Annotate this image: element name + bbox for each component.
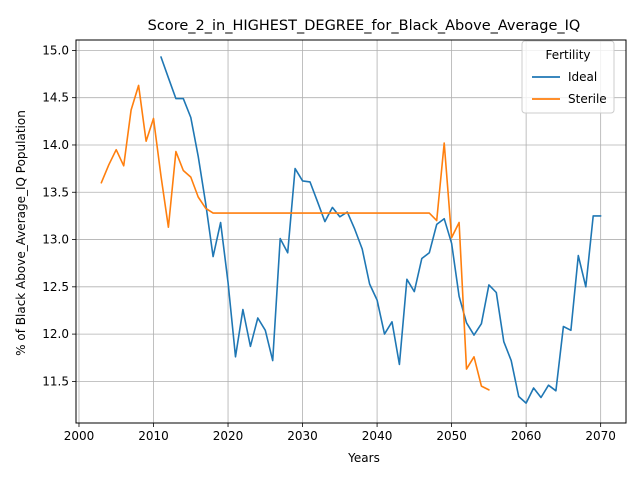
series-line-ideal [160,56,602,404]
y-tick-label: 14.0 [42,138,69,152]
legend-title: Fertility [545,48,590,62]
series-line-sterile [100,84,490,391]
axis-ticks: 2000 2010 2020 2030 2040 2050 2060 2070 11.5 12.0… [42,43,616,443]
x-tick-label: 2070 [585,429,616,443]
legend-label-ideal: Ideal [568,70,597,84]
y-tick-label: 13.5 [42,185,69,199]
chart-title: Score_2_in_HIGHEST_DEGREE_for_Black_Abov… [148,18,581,34]
x-axis-label: Years [347,451,380,465]
x-tick-label: 2030 [287,429,318,443]
y-tick-label: 14.5 [42,91,69,105]
y-axis-label: % of Black Above_Average_IQ Population [14,110,28,356]
legend: Fertility Ideal Sterile [521,40,615,114]
x-tick-label: 2000 [64,429,95,443]
y-tick-label: 13.0 [42,233,69,247]
x-tick-label: 2010 [138,429,169,443]
x-tick-label: 2050 [436,429,467,443]
x-tick-label: 2060 [511,429,542,443]
y-tick-label: 15.0 [42,43,69,57]
y-tick-label: 11.5 [42,374,69,388]
x-tick-label: 2020 [213,429,244,443]
plot-area-frame [75,39,627,424]
y-tick-label: 12.0 [42,327,69,341]
x-tick-label: 2040 [362,429,393,443]
y-tick-label: 12.5 [42,280,69,294]
data-series [100,56,602,404]
legend-box [521,40,615,114]
legend-label-sterile: Sterile [568,92,607,106]
